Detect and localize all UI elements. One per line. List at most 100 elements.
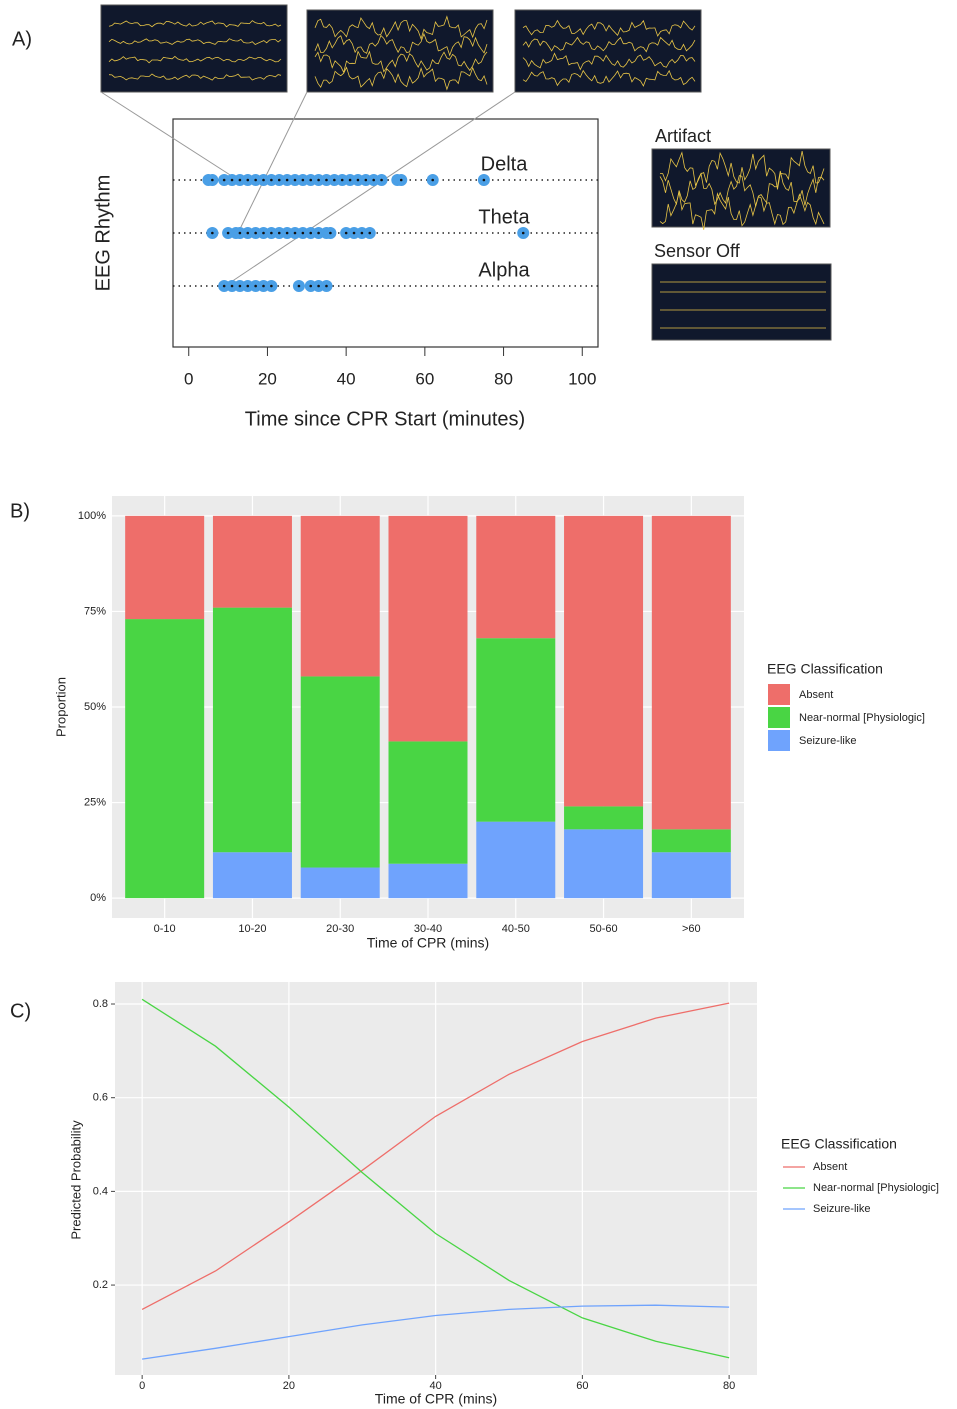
dot-center: [333, 179, 336, 182]
y-tick-label: 50%: [84, 701, 106, 713]
dot-center: [254, 285, 257, 288]
bar-segment: [125, 619, 204, 898]
dot-center: [341, 179, 344, 182]
legend-title: EEG Classification: [781, 1136, 897, 1152]
dot-center: [302, 179, 305, 182]
dot-center: [246, 179, 249, 182]
legend-key: [768, 684, 790, 705]
dot-center: [246, 285, 249, 288]
dot-center: [227, 232, 230, 235]
x-tick-label: 50-60: [589, 923, 617, 935]
dot-center: [431, 179, 434, 182]
x-tick-label: 80: [723, 1380, 735, 1392]
dot-center: [294, 179, 297, 182]
legend-key: [768, 730, 790, 751]
series-label: Theta: [478, 206, 530, 228]
dot-center: [309, 285, 312, 288]
dot-center: [483, 179, 486, 182]
dot-center: [278, 232, 281, 235]
y-tick-label: 0%: [90, 892, 106, 904]
x-tick-label: 100: [568, 369, 596, 388]
dot-center: [262, 232, 265, 235]
dot-center: [325, 179, 328, 182]
legend-label: Absent: [799, 689, 833, 701]
bar-segment: [652, 516, 731, 829]
dot-center: [286, 179, 289, 182]
dot-center: [317, 232, 320, 235]
x-tick-label: >60: [682, 923, 701, 935]
legend-label: Seizure-like: [799, 735, 856, 747]
x-tick-label: 20-30: [326, 923, 354, 935]
dot-center: [231, 285, 234, 288]
dot-center: [365, 179, 368, 182]
y-tick-label: 0.6: [93, 1092, 108, 1104]
dot-center: [270, 179, 273, 182]
bar-segment: [213, 608, 292, 853]
inset-label: Sensor Off: [654, 241, 741, 261]
x-tick-label: 20: [258, 369, 277, 388]
dot-center: [309, 232, 312, 235]
panel-label: B): [10, 500, 30, 522]
dot-center: [286, 232, 289, 235]
bar-segment: [652, 829, 731, 852]
bar-segment: [476, 638, 555, 821]
x-tick-label: 0: [184, 369, 193, 388]
bar-segment: [389, 864, 468, 898]
panel-label: C): [10, 1000, 31, 1022]
y-tick-label: 75%: [84, 605, 106, 617]
x-tick-label: 20: [283, 1380, 295, 1392]
y-axis-label: EEG Rhythm: [92, 175, 114, 292]
legend-title: EEG Classification: [767, 661, 883, 677]
series-label: Delta: [481, 153, 529, 175]
y-tick-label: 25%: [84, 796, 106, 808]
bar-segment: [213, 852, 292, 898]
legend-label: Near-normal [Physiologic]: [813, 1182, 939, 1194]
figure: A)ArtifactSensor OffDeltaThetaAlpha02040…: [0, 0, 957, 1409]
y-tick-label: 0.2: [93, 1279, 108, 1291]
dot-center: [211, 179, 214, 182]
bar-segment: [476, 516, 555, 638]
dot-center: [223, 285, 226, 288]
dot-center: [368, 232, 371, 235]
legend-label: Seizure-like: [813, 1203, 870, 1215]
series-label: Alpha: [478, 259, 530, 281]
bar-segment: [389, 741, 468, 863]
dot-center: [400, 179, 403, 182]
legend-label: Near-normal [Physiologic]: [799, 712, 925, 724]
dot-center: [294, 232, 297, 235]
dot-center: [357, 179, 360, 182]
dot-center: [353, 232, 356, 235]
dot-center: [270, 285, 273, 288]
dot-center: [254, 179, 257, 182]
dot-center: [278, 179, 281, 182]
bar-segment: [301, 516, 380, 677]
dot-center: [270, 232, 273, 235]
panel-label: A): [12, 28, 32, 50]
x-tick-label: 60: [576, 1380, 588, 1392]
eeg-thumbnail: [652, 264, 831, 340]
dot-center: [223, 179, 226, 182]
dot-center: [246, 232, 249, 235]
y-axis-label: Proportion: [53, 677, 68, 737]
dot-center: [302, 232, 305, 235]
dot-center: [372, 179, 375, 182]
x-axis-label: Time since CPR Start (minutes): [245, 408, 525, 430]
x-tick-label: 40-50: [502, 923, 530, 935]
dot-center: [329, 232, 332, 235]
dot-center: [239, 232, 242, 235]
bar-segment: [652, 852, 731, 898]
dot-center: [262, 179, 265, 182]
bar-segment: [476, 822, 555, 898]
bar-segment: [301, 676, 380, 867]
dot-center: [361, 232, 364, 235]
dot-center: [309, 179, 312, 182]
dot-center: [317, 179, 320, 182]
x-tick-label: 30-40: [414, 923, 442, 935]
bar-segment: [213, 516, 292, 608]
legend-label: Absent: [813, 1161, 847, 1173]
dot-center: [380, 179, 383, 182]
bar-segment: [564, 806, 643, 829]
dot-center: [298, 285, 301, 288]
x-axis-label: Time of CPR (mins): [375, 1391, 497, 1407]
dot-center: [231, 179, 234, 182]
